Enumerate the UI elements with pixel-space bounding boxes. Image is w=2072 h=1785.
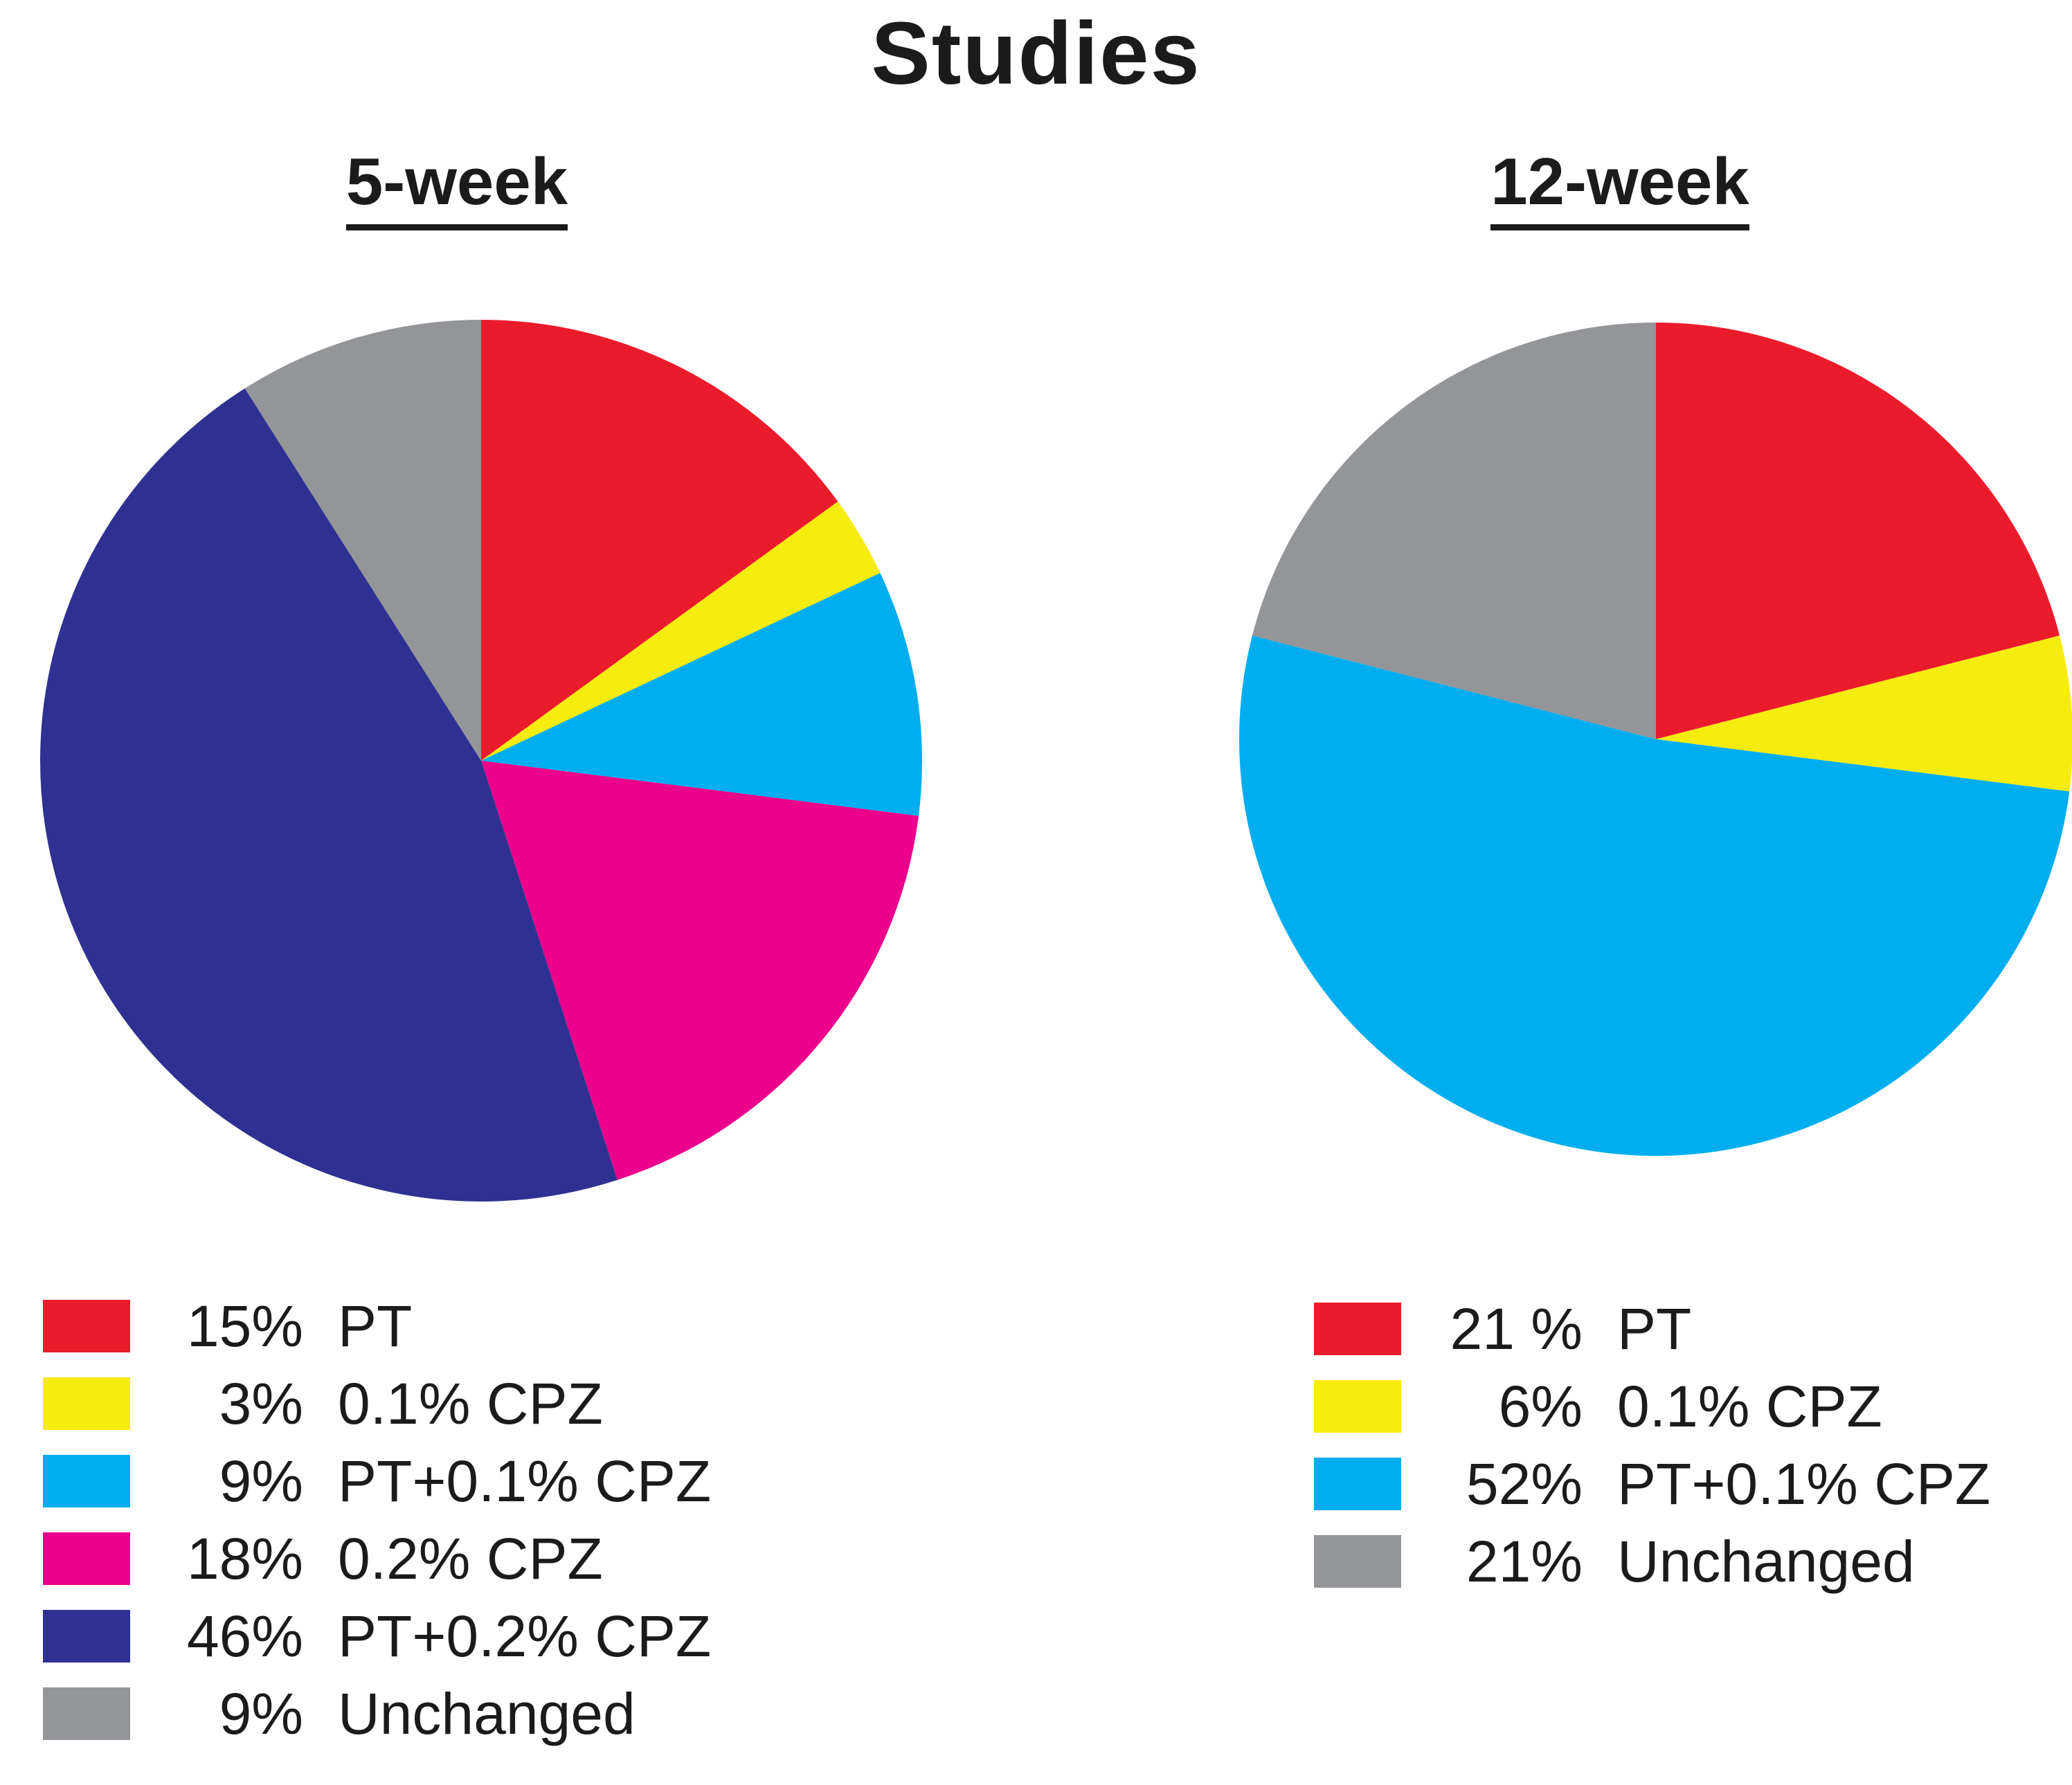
legend-swatch xyxy=(1314,1303,1401,1355)
legend-item: 52% PT+0.1% CPZ xyxy=(1314,1451,1990,1516)
legend-swatch xyxy=(43,1455,130,1507)
pie-slice xyxy=(481,320,838,761)
legend-item: 15% PT xyxy=(43,1294,711,1359)
legend-5-week: 15% PT 3% 0.1% CPZ 9% PT+0.1% CPZ 18% 0.2% CPZ 4… xyxy=(43,1294,711,1765)
legend-percent: 46% xyxy=(186,1603,303,1669)
legend-swatch xyxy=(1314,1380,1401,1433)
legend-percent: 6% xyxy=(1498,1373,1583,1439)
pie-slice xyxy=(1656,635,2072,792)
pie-slice xyxy=(40,388,618,1202)
legend-percent: 52% xyxy=(1466,1451,1583,1516)
legend-label: 0.1% CPZ xyxy=(338,1370,603,1436)
chart-title: Studies xyxy=(871,4,1201,103)
legend-percent: 21 % xyxy=(1450,1296,1583,1361)
legend-swatch xyxy=(1314,1458,1401,1510)
legend-swatch xyxy=(43,1532,130,1585)
legend-label: PT xyxy=(1617,1296,1692,1361)
legend-label: Unchanged xyxy=(338,1680,636,1746)
pie-slice xyxy=(481,572,922,816)
pie-slice xyxy=(244,320,481,761)
pie-slice xyxy=(1656,323,2060,739)
legend-swatch xyxy=(43,1687,130,1740)
pie-subtitle-5-week-text: 5-week xyxy=(345,145,568,230)
legend-percent: 9% xyxy=(219,1680,303,1746)
legend-swatch xyxy=(43,1300,130,1352)
legend-label: Unchanged xyxy=(1617,1528,1915,1594)
legend-label: 0.1% CPZ xyxy=(1617,1373,1882,1439)
legend-item: 18% 0.2% CPZ xyxy=(43,1526,711,1591)
pie-slice xyxy=(481,501,881,761)
legend-12-week: 21 % PT 6% 0.1% CPZ 52% PT+0.1% CPZ 21% Unchang… xyxy=(1314,1296,1990,1613)
legend-item: 21% Unchanged xyxy=(1314,1529,1990,1594)
legend-percent: 9% xyxy=(219,1448,303,1514)
legend-item: 21 % PT xyxy=(1314,1296,1990,1361)
pie-subtitle-12-week: 12-week xyxy=(1208,144,2032,230)
legend-label: PT xyxy=(338,1293,413,1359)
legend-percent: 3% xyxy=(219,1370,303,1436)
legend-item: 9% PT+0.1% CPZ xyxy=(43,1449,711,1514)
legend-item: 3% 0.1% CPZ xyxy=(43,1371,711,1436)
legend-swatch xyxy=(43,1610,130,1662)
pie-slice xyxy=(1252,323,1656,739)
pie-slice xyxy=(1239,635,2070,1156)
pie-chart-5-week xyxy=(40,320,922,1202)
legend-label: 0.2% CPZ xyxy=(338,1525,603,1591)
legend-label: PT+0.1% CPZ xyxy=(338,1448,712,1514)
pie-chart-12-week xyxy=(1239,323,2072,1156)
legend-percent: 18% xyxy=(186,1525,303,1591)
legend-percent: 15% xyxy=(186,1293,303,1359)
legend-swatch xyxy=(1314,1535,1401,1588)
pie-slice xyxy=(481,761,919,1180)
legend-label: PT+0.2% CPZ xyxy=(338,1603,712,1669)
legend-label: PT+0.1% CPZ xyxy=(1617,1451,1991,1516)
legend-swatch xyxy=(43,1377,130,1430)
pie-subtitle-5-week: 5-week xyxy=(28,144,886,230)
legend-item: 6% 0.1% CPZ xyxy=(1314,1374,1990,1439)
legend-percent: 21% xyxy=(1466,1528,1583,1594)
legend-item: 46% PT+0.2% CPZ xyxy=(43,1604,711,1669)
pie-subtitle-12-week-text: 12-week xyxy=(1490,145,1749,230)
legend-item: 9% Unchanged xyxy=(43,1681,711,1746)
